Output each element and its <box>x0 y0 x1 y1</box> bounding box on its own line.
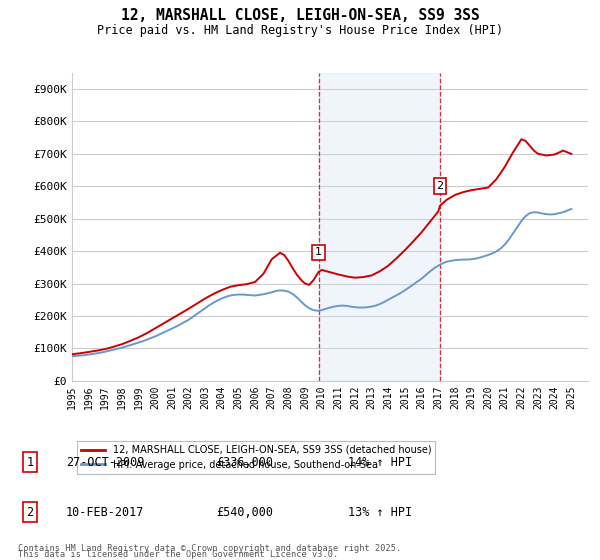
Text: £540,000: £540,000 <box>216 506 273 519</box>
Bar <box>319 73 440 381</box>
Text: Price paid vs. HM Land Registry's House Price Index (HPI): Price paid vs. HM Land Registry's House … <box>97 24 503 36</box>
Legend: 12, MARSHALL CLOSE, LEIGH-ON-SEA, SS9 3SS (detached house), HPI: Average price, : 12, MARSHALL CLOSE, LEIGH-ON-SEA, SS9 3S… <box>77 441 436 474</box>
Text: 1: 1 <box>26 455 34 469</box>
Text: 2: 2 <box>436 181 443 192</box>
Text: 2: 2 <box>26 506 34 519</box>
Text: 13% ↑ HPI: 13% ↑ HPI <box>348 506 412 519</box>
Text: 10-FEB-2017: 10-FEB-2017 <box>66 506 145 519</box>
Text: 12, MARSHALL CLOSE, LEIGH-ON-SEA, SS9 3SS: 12, MARSHALL CLOSE, LEIGH-ON-SEA, SS9 3S… <box>121 8 479 24</box>
Text: 27-OCT-2009: 27-OCT-2009 <box>66 455 145 469</box>
Text: Contains HM Land Registry data © Crown copyright and database right 2025.: Contains HM Land Registry data © Crown c… <box>18 544 401 553</box>
Text: £336,000: £336,000 <box>216 455 273 469</box>
Text: 14% ↑ HPI: 14% ↑ HPI <box>348 455 412 469</box>
Text: This data is licensed under the Open Government Licence v3.0.: This data is licensed under the Open Gov… <box>18 550 338 559</box>
Text: 1: 1 <box>315 248 322 258</box>
